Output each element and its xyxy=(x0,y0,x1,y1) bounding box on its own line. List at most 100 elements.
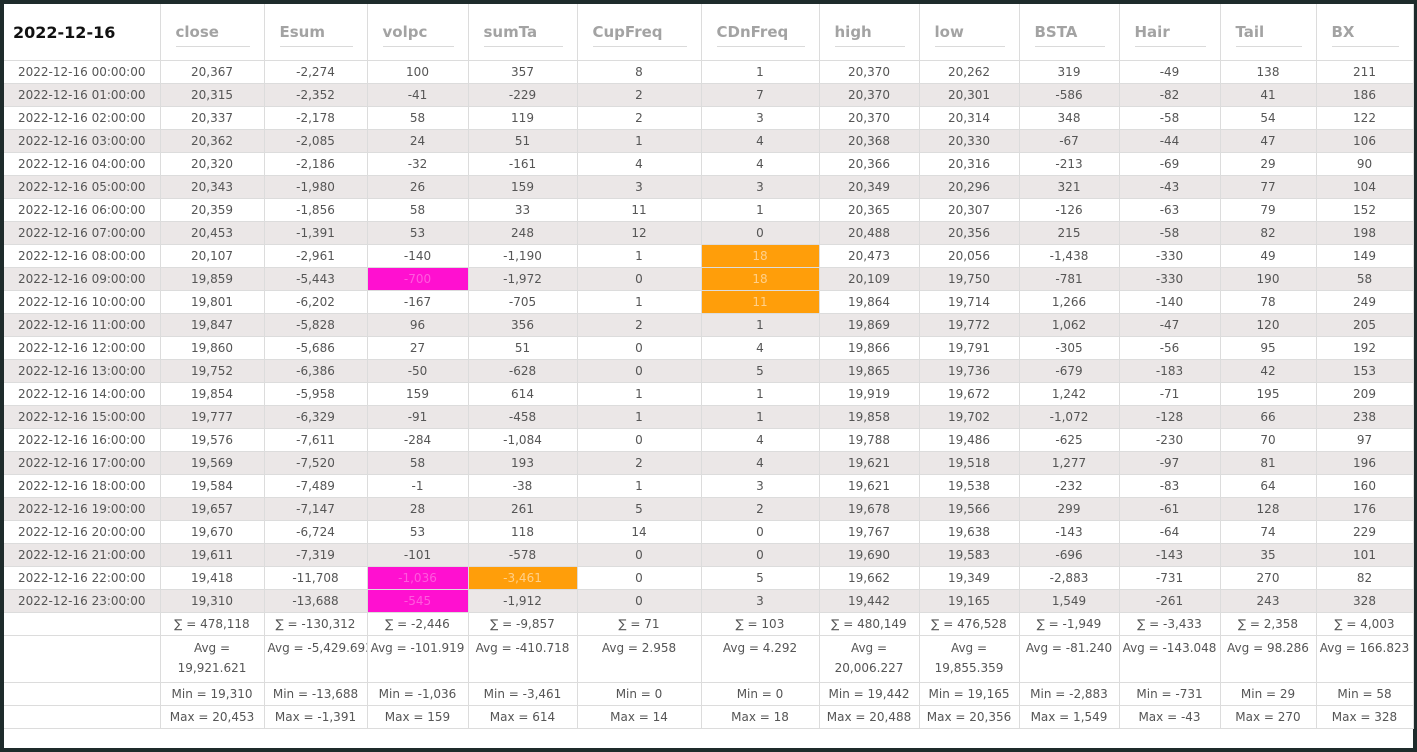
cell-bsta: 1,266 xyxy=(1019,290,1120,314)
cell-low: 20,316 xyxy=(919,152,1020,176)
cell-cupfreq: 8 xyxy=(577,60,702,84)
cell-high: 19,767 xyxy=(819,520,920,544)
cell-cupfreq: 2 xyxy=(577,451,702,475)
cell-esum: -2,352 xyxy=(264,83,368,107)
table-row: 2022-12-16 02:00:00 20,337 -2,178 58 119 2 3 20… xyxy=(4,106,1414,130)
cell-low: 20,301 xyxy=(919,83,1020,107)
avg-cell: Avg = 4.292 xyxy=(701,635,820,683)
cell-tail: 120 xyxy=(1220,313,1317,337)
cell-volpc: 58 xyxy=(367,451,469,475)
cell-cdnfreq: 0 xyxy=(701,221,820,245)
cell-close: 19,854 xyxy=(160,382,265,406)
column-header-volpc[interactable]: volpc xyxy=(367,4,469,61)
cell-close: 20,367 xyxy=(160,60,265,84)
row-timestamp: 2022-12-16 20:00:00 xyxy=(4,520,161,544)
cell-cupfreq: 1 xyxy=(577,405,702,429)
cell-bx: 149 xyxy=(1316,244,1414,268)
cell-cdnfreq: 0 xyxy=(701,520,820,544)
cell-bx: 192 xyxy=(1316,336,1414,360)
column-header-bx[interactable]: BX xyxy=(1316,4,1414,61)
cell-sumta: -705 xyxy=(468,290,578,314)
cell-bx: 90 xyxy=(1316,152,1414,176)
cell-bx: 211 xyxy=(1316,60,1414,84)
column-header-label: CDnFreq xyxy=(716,23,789,41)
cell-bsta: 1,549 xyxy=(1019,589,1120,613)
column-header-tail[interactable]: Tail xyxy=(1220,4,1317,61)
cell-esum: -2,186 xyxy=(264,152,368,176)
cell-cdnfreq: 4 xyxy=(701,129,820,153)
sum-cell: ∑ = 478,118 xyxy=(160,612,265,636)
cell-volpc: -700 xyxy=(367,267,469,291)
cell-low: 20,314 xyxy=(919,106,1020,130)
column-header-cupfreq[interactable]: CupFreq xyxy=(577,4,702,61)
cell-high: 19,864 xyxy=(819,290,920,314)
cell-low: 19,638 xyxy=(919,520,1020,544)
cell-bx: 328 xyxy=(1316,589,1414,613)
column-header-esum[interactable]: Esum xyxy=(264,4,368,61)
cell-volpc: -1 xyxy=(367,474,469,498)
column-header-high[interactable]: high xyxy=(819,4,920,61)
cell-esum: -6,329 xyxy=(264,405,368,429)
table-row: 2022-12-16 14:00:00 19,854 -5,958 159 614 1 1 1… xyxy=(4,382,1414,406)
cell-low: 19,349 xyxy=(919,566,1020,590)
min-cell: Min = -13,688 xyxy=(264,682,368,706)
max-cell: Max = 18 xyxy=(701,705,820,729)
cell-high: 20,365 xyxy=(819,198,920,222)
cell-close: 19,847 xyxy=(160,313,265,337)
column-header-low[interactable]: low xyxy=(919,4,1020,61)
column-header-close[interactable]: close xyxy=(160,4,265,61)
column-header-cdnfreq[interactable]: CDnFreq xyxy=(701,4,820,61)
table-row: 2022-12-16 22:00:00 19,418 -11,708 -1,036 -3… xyxy=(4,566,1414,590)
cell-cupfreq: 14 xyxy=(577,520,702,544)
cell-high: 19,690 xyxy=(819,543,920,567)
cell-low: 19,165 xyxy=(919,589,1020,613)
avg-cell: Avg = 166.823 xyxy=(1316,635,1414,683)
row-timestamp: 2022-12-16 13:00:00 xyxy=(4,359,161,383)
column-header-bsta[interactable]: BSTA xyxy=(1019,4,1120,61)
cell-close: 20,107 xyxy=(160,244,265,268)
cell-high: 20,473 xyxy=(819,244,920,268)
avg-cell: Avg = 2.958 xyxy=(577,635,702,683)
cell-tail: 79 xyxy=(1220,198,1317,222)
cell-esum: -7,147 xyxy=(264,497,368,521)
cell-high: 19,866 xyxy=(819,336,920,360)
header-underline xyxy=(1331,46,1399,47)
row-timestamp: 2022-12-16 18:00:00 xyxy=(4,474,161,498)
cell-cdnfreq: 4 xyxy=(701,152,820,176)
header-underline xyxy=(382,46,454,47)
cell-low: 19,486 xyxy=(919,428,1020,452)
cell-cupfreq: 2 xyxy=(577,313,702,337)
cell-volpc: 53 xyxy=(367,520,469,544)
header-underline xyxy=(592,46,687,47)
cell-high: 19,788 xyxy=(819,428,920,452)
cell-tail: 54 xyxy=(1220,106,1317,130)
max-cell: Max = 14 xyxy=(577,705,702,729)
header-row: 2022-12-16 close Esum volpc sumTa CupFreq CDn… xyxy=(4,4,1414,61)
cell-hair: -69 xyxy=(1119,152,1221,176)
cell-volpc: -101 xyxy=(367,543,469,567)
cell-tail: 70 xyxy=(1220,428,1317,452)
cell-bsta: 321 xyxy=(1019,175,1120,199)
cell-esum: -7,520 xyxy=(264,451,368,475)
cell-sumta: 159 xyxy=(468,175,578,199)
cell-hair: -61 xyxy=(1119,497,1221,521)
cell-hair: -140 xyxy=(1119,290,1221,314)
date-header[interactable]: 2022-12-16 xyxy=(4,4,161,61)
cell-tail: 78 xyxy=(1220,290,1317,314)
cell-sumta: -229 xyxy=(468,83,578,107)
cell-bx: 122 xyxy=(1316,106,1414,130)
cell-volpc: -91 xyxy=(367,405,469,429)
cell-cdnfreq: 1 xyxy=(701,60,820,84)
cell-esum: -2,178 xyxy=(264,106,368,130)
column-header-hair[interactable]: Hair xyxy=(1119,4,1221,61)
cell-bx: 97 xyxy=(1316,428,1414,452)
cell-hair: -64 xyxy=(1119,520,1221,544)
column-header-sumta[interactable]: sumTa xyxy=(468,4,578,61)
cell-close: 19,801 xyxy=(160,290,265,314)
min-cell: Min = 29 xyxy=(1220,682,1317,706)
cell-sumta: 118 xyxy=(468,520,578,544)
cell-hair: -63 xyxy=(1119,198,1221,222)
cell-bsta: 319 xyxy=(1019,60,1120,84)
cell-bx: 249 xyxy=(1316,290,1414,314)
